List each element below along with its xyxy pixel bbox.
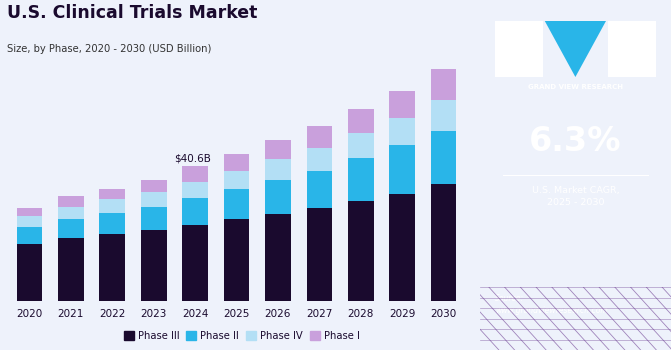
Bar — [183, 198, 208, 225]
Bar — [431, 69, 456, 100]
Bar — [141, 180, 166, 192]
Bar — [17, 216, 42, 227]
Text: 6.3%: 6.3% — [529, 125, 621, 158]
Text: $40.6B: $40.6B — [174, 154, 211, 163]
Bar — [17, 227, 42, 244]
Text: Source:
www.grandviewresearch.com: Source: www.grandviewresearch.com — [495, 294, 608, 315]
Bar — [99, 199, 125, 213]
Text: Size, by Phase, 2020 - 2030 (USD Billion): Size, by Phase, 2020 - 2030 (USD Billion… — [7, 44, 211, 54]
Bar — [389, 194, 415, 301]
Bar — [265, 214, 291, 301]
Bar — [17, 208, 42, 216]
Bar — [99, 234, 125, 301]
Bar — [141, 192, 166, 207]
Bar — [17, 244, 42, 301]
Bar — [183, 225, 208, 301]
Bar — [183, 167, 208, 182]
Text: U.S. Clinical Trials Market: U.S. Clinical Trials Market — [7, 4, 257, 21]
Bar — [265, 160, 291, 180]
Text: U.S. Market CAGR,
2025 - 2030: U.S. Market CAGR, 2025 - 2030 — [531, 186, 619, 207]
Bar — [141, 207, 166, 230]
Bar — [348, 201, 374, 301]
Bar — [431, 184, 456, 301]
Bar — [431, 100, 456, 131]
Legend: Phase III, Phase II, Phase IV, Phase I: Phase III, Phase II, Phase IV, Phase I — [119, 327, 364, 345]
Bar — [348, 158, 374, 201]
Bar — [99, 189, 125, 199]
Bar — [431, 131, 456, 184]
Bar — [223, 189, 250, 219]
Bar — [389, 118, 415, 145]
Bar — [307, 170, 332, 208]
Bar — [223, 154, 250, 170]
Bar — [348, 109, 374, 133]
Bar — [223, 219, 250, 301]
Bar — [223, 170, 250, 189]
Polygon shape — [545, 21, 606, 77]
Bar — [58, 206, 84, 219]
Bar — [389, 145, 415, 194]
Bar — [58, 196, 84, 206]
FancyBboxPatch shape — [495, 21, 543, 77]
Bar — [348, 133, 374, 158]
Bar — [307, 126, 332, 148]
Bar — [307, 208, 332, 301]
Bar — [141, 230, 166, 301]
Text: GRAND VIEW RESEARCH: GRAND VIEW RESEARCH — [528, 84, 623, 90]
Bar — [307, 148, 332, 170]
Bar — [265, 180, 291, 214]
FancyBboxPatch shape — [608, 21, 656, 77]
Bar — [58, 238, 84, 301]
Bar — [389, 91, 415, 118]
Bar — [265, 140, 291, 160]
Bar — [58, 219, 84, 238]
Bar — [183, 182, 208, 198]
Bar — [99, 213, 125, 234]
